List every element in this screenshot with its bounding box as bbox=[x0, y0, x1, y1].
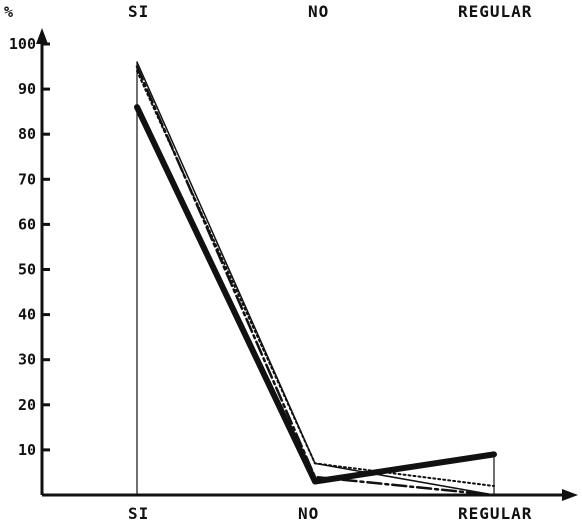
x-category-label-si: SI bbox=[128, 504, 149, 523]
y-ticks: 10 20 30 40 50 60 70 80 90 100 bbox=[9, 35, 50, 459]
series-line-dotted bbox=[136, 70, 495, 487]
y-tick-label: 30 bbox=[18, 351, 36, 369]
x-category-label-regular: REGULAR bbox=[458, 504, 532, 523]
y-tick-label: 20 bbox=[18, 396, 36, 414]
category-guide-lines bbox=[136, 62, 495, 495]
y-tick-label: 10 bbox=[18, 441, 36, 459]
axes bbox=[36, 28, 578, 501]
top-category-label-regular: REGULAR bbox=[458, 2, 532, 21]
x-category-label-no: NO bbox=[298, 504, 319, 523]
series-line-thick-solid bbox=[134, 104, 497, 485]
y-axis-arrowhead bbox=[36, 28, 48, 44]
y-tick-label: 90 bbox=[18, 80, 36, 98]
y-tick-label: 80 bbox=[18, 125, 36, 143]
y-axis-label: % bbox=[4, 3, 13, 21]
y-tick-label: 40 bbox=[18, 306, 36, 324]
y-tick-label: 50 bbox=[18, 261, 36, 279]
x-axis-arrowhead bbox=[562, 489, 578, 501]
top-category-label-no: NO bbox=[308, 2, 329, 21]
y-tick-label: 70 bbox=[18, 170, 36, 188]
y-tick-label: 100 bbox=[9, 35, 36, 53]
series-line-thin-solid bbox=[136, 61, 495, 496]
top-category-label-si: SI bbox=[128, 2, 149, 21]
series-lines bbox=[134, 61, 497, 497]
series-line-dash-dot bbox=[135, 65, 496, 497]
y-tick-label: 60 bbox=[18, 215, 36, 233]
